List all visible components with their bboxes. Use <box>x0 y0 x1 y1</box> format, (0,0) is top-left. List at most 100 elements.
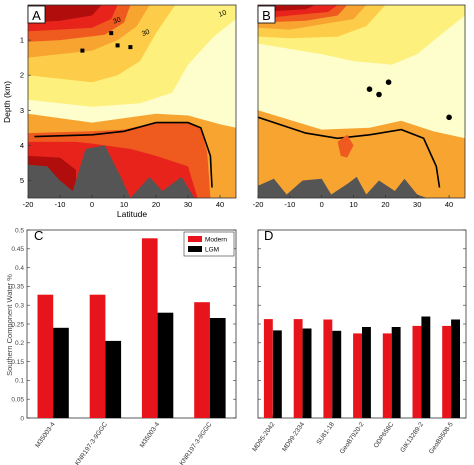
bar-modern <box>141 238 158 418</box>
core-site-marker <box>376 91 382 98</box>
x-tick-label: 20 <box>152 200 160 209</box>
bar-lgm <box>157 312 174 418</box>
x-tick-label: M35003-4 <box>139 421 162 449</box>
panel-a-frame <box>27 4 237 199</box>
x-tick-label: 30 <box>413 200 421 209</box>
panel-a-fill <box>28 5 236 198</box>
x-tick-label: 20 <box>381 200 389 209</box>
bar-modern <box>194 302 210 418</box>
bar-lgm <box>209 318 226 418</box>
bar-modern <box>89 294 106 418</box>
x-tick-label: GeoB9508-5 <box>428 421 455 456</box>
x-tick-label: 40 <box>445 200 453 209</box>
core-site-marker <box>115 43 120 48</box>
bar-modern <box>382 333 392 418</box>
bar-modern <box>263 319 273 418</box>
core-site-marker <box>109 31 114 36</box>
panel-a-y-axis-label: Depth (km) <box>2 81 12 123</box>
core-site-marker <box>385 79 392 85</box>
x-tick-label: KNR197-3-9GGC <box>179 421 214 465</box>
panel-a-letter: A <box>32 8 41 23</box>
panel-a-contour-map: 30 30 10 -20 -10 0 10 20 30 40 1 2 3 4 5 <box>20 4 237 209</box>
y-tick-label: 4 <box>20 141 24 150</box>
panel-a-letter-box <box>27 5 46 24</box>
panel-b-fill <box>258 5 465 198</box>
x-tick-label: -10 <box>55 200 66 209</box>
legend-swatch-modern <box>188 236 202 242</box>
bar-lgm <box>421 316 431 418</box>
y-tick-label: 0.2 <box>15 340 24 347</box>
y-tick-label: 0.15 <box>11 359 24 366</box>
x-tick-label: -10 <box>284 200 295 209</box>
core-site-marker <box>366 86 373 92</box>
y-tick-label: 0.05 <box>11 397 24 404</box>
y-tick-label: 0.5 <box>15 227 24 234</box>
x-tick-label: KNR197-3-9GGC <box>74 421 109 465</box>
bar-lgm <box>451 319 460 418</box>
panel-a-x-axis-label: Latitude <box>117 209 148 219</box>
y-tick-label: 2 <box>20 71 24 80</box>
core-site-markers <box>80 31 133 53</box>
bar-lgm <box>272 330 282 418</box>
y-tick-label: 3 <box>20 106 24 115</box>
y-tick-label: 0.3 <box>15 303 24 310</box>
field-orange-red-blob <box>337 134 354 158</box>
bar-modern <box>323 319 333 418</box>
x-tick-label: GeoB7920-2 <box>339 421 366 456</box>
panel-c-letter: C <box>34 228 43 243</box>
x-tick-label: GIK13289-2 <box>399 421 425 454</box>
bar-modern <box>442 325 452 418</box>
bar-lgm <box>362 327 371 418</box>
panel-d-letter: D <box>264 228 273 243</box>
y-tick-label: 0.35 <box>11 284 24 291</box>
panel-b-contour-map: -20 -10 0 10 20 30 40 <box>253 4 466 209</box>
y-tick-label: 1 <box>20 36 24 45</box>
panel-b-frame <box>257 4 466 199</box>
contour-line <box>34 121 213 188</box>
x-tick-label: -20 <box>23 200 34 209</box>
y-tick-label: 5 <box>20 176 24 185</box>
panel-c-y-axis-label: Southern Component Water % <box>5 274 14 376</box>
topography <box>258 176 465 198</box>
legend-label: Modern <box>205 237 227 244</box>
core-site-marker <box>128 45 133 50</box>
contour-label: 30 <box>112 16 122 25</box>
x-tick-label: 10 <box>120 200 128 209</box>
contour-label: 10 <box>218 9 228 18</box>
bar-modern <box>412 325 422 418</box>
x-tick-label: 0 <box>90 200 94 209</box>
core-site-marker <box>446 114 452 121</box>
topography <box>28 145 236 198</box>
x-tick-label: ODP658C <box>373 421 396 450</box>
field-red <box>28 5 198 198</box>
bar-lgm <box>302 328 312 418</box>
bar-lgm <box>332 330 342 418</box>
x-tick-label: M35003-4 <box>34 421 57 449</box>
x-tick-label: 10 <box>349 200 357 209</box>
y-tick-label: 0 <box>20 415 24 422</box>
panel-b-letter: B <box>262 8 271 23</box>
y-tick-label: 0.1 <box>15 378 24 385</box>
x-tick-label: SU81-18 <box>315 421 336 446</box>
x-tick-label: MD99-2334 <box>281 421 306 453</box>
bar-lgm <box>105 340 122 418</box>
x-tick-label: -20 <box>253 200 264 209</box>
bar-modern <box>37 294 54 418</box>
legend-label: LGM <box>205 247 219 254</box>
field-orange <box>258 5 465 198</box>
core-site-marker <box>80 48 85 53</box>
contour-line <box>258 116 441 188</box>
y-tick-label: 0.4 <box>15 265 24 272</box>
contour-label: 30 <box>141 29 151 38</box>
core-site-markers <box>366 79 452 121</box>
bar-lgm <box>391 327 401 418</box>
x-tick-label: 30 <box>184 200 192 209</box>
x-tick-label: 0 <box>320 200 324 209</box>
panel-c-bar-chart: 0 0.05 0.1 0.15 0.2 0.25 0.3 0.35 0.4 0.45 0.5 M350… <box>11 227 237 465</box>
x-tick-label: 40 <box>216 200 224 209</box>
bar-lgm <box>53 327 69 418</box>
panel-d-bar-chart: MD95-2042 MD99-2334 SU81-18 GeoB7920-2 ODP65… <box>251 229 467 456</box>
y-tick-label: 0.25 <box>11 321 24 328</box>
y-tick-label: 0.45 <box>11 246 24 253</box>
